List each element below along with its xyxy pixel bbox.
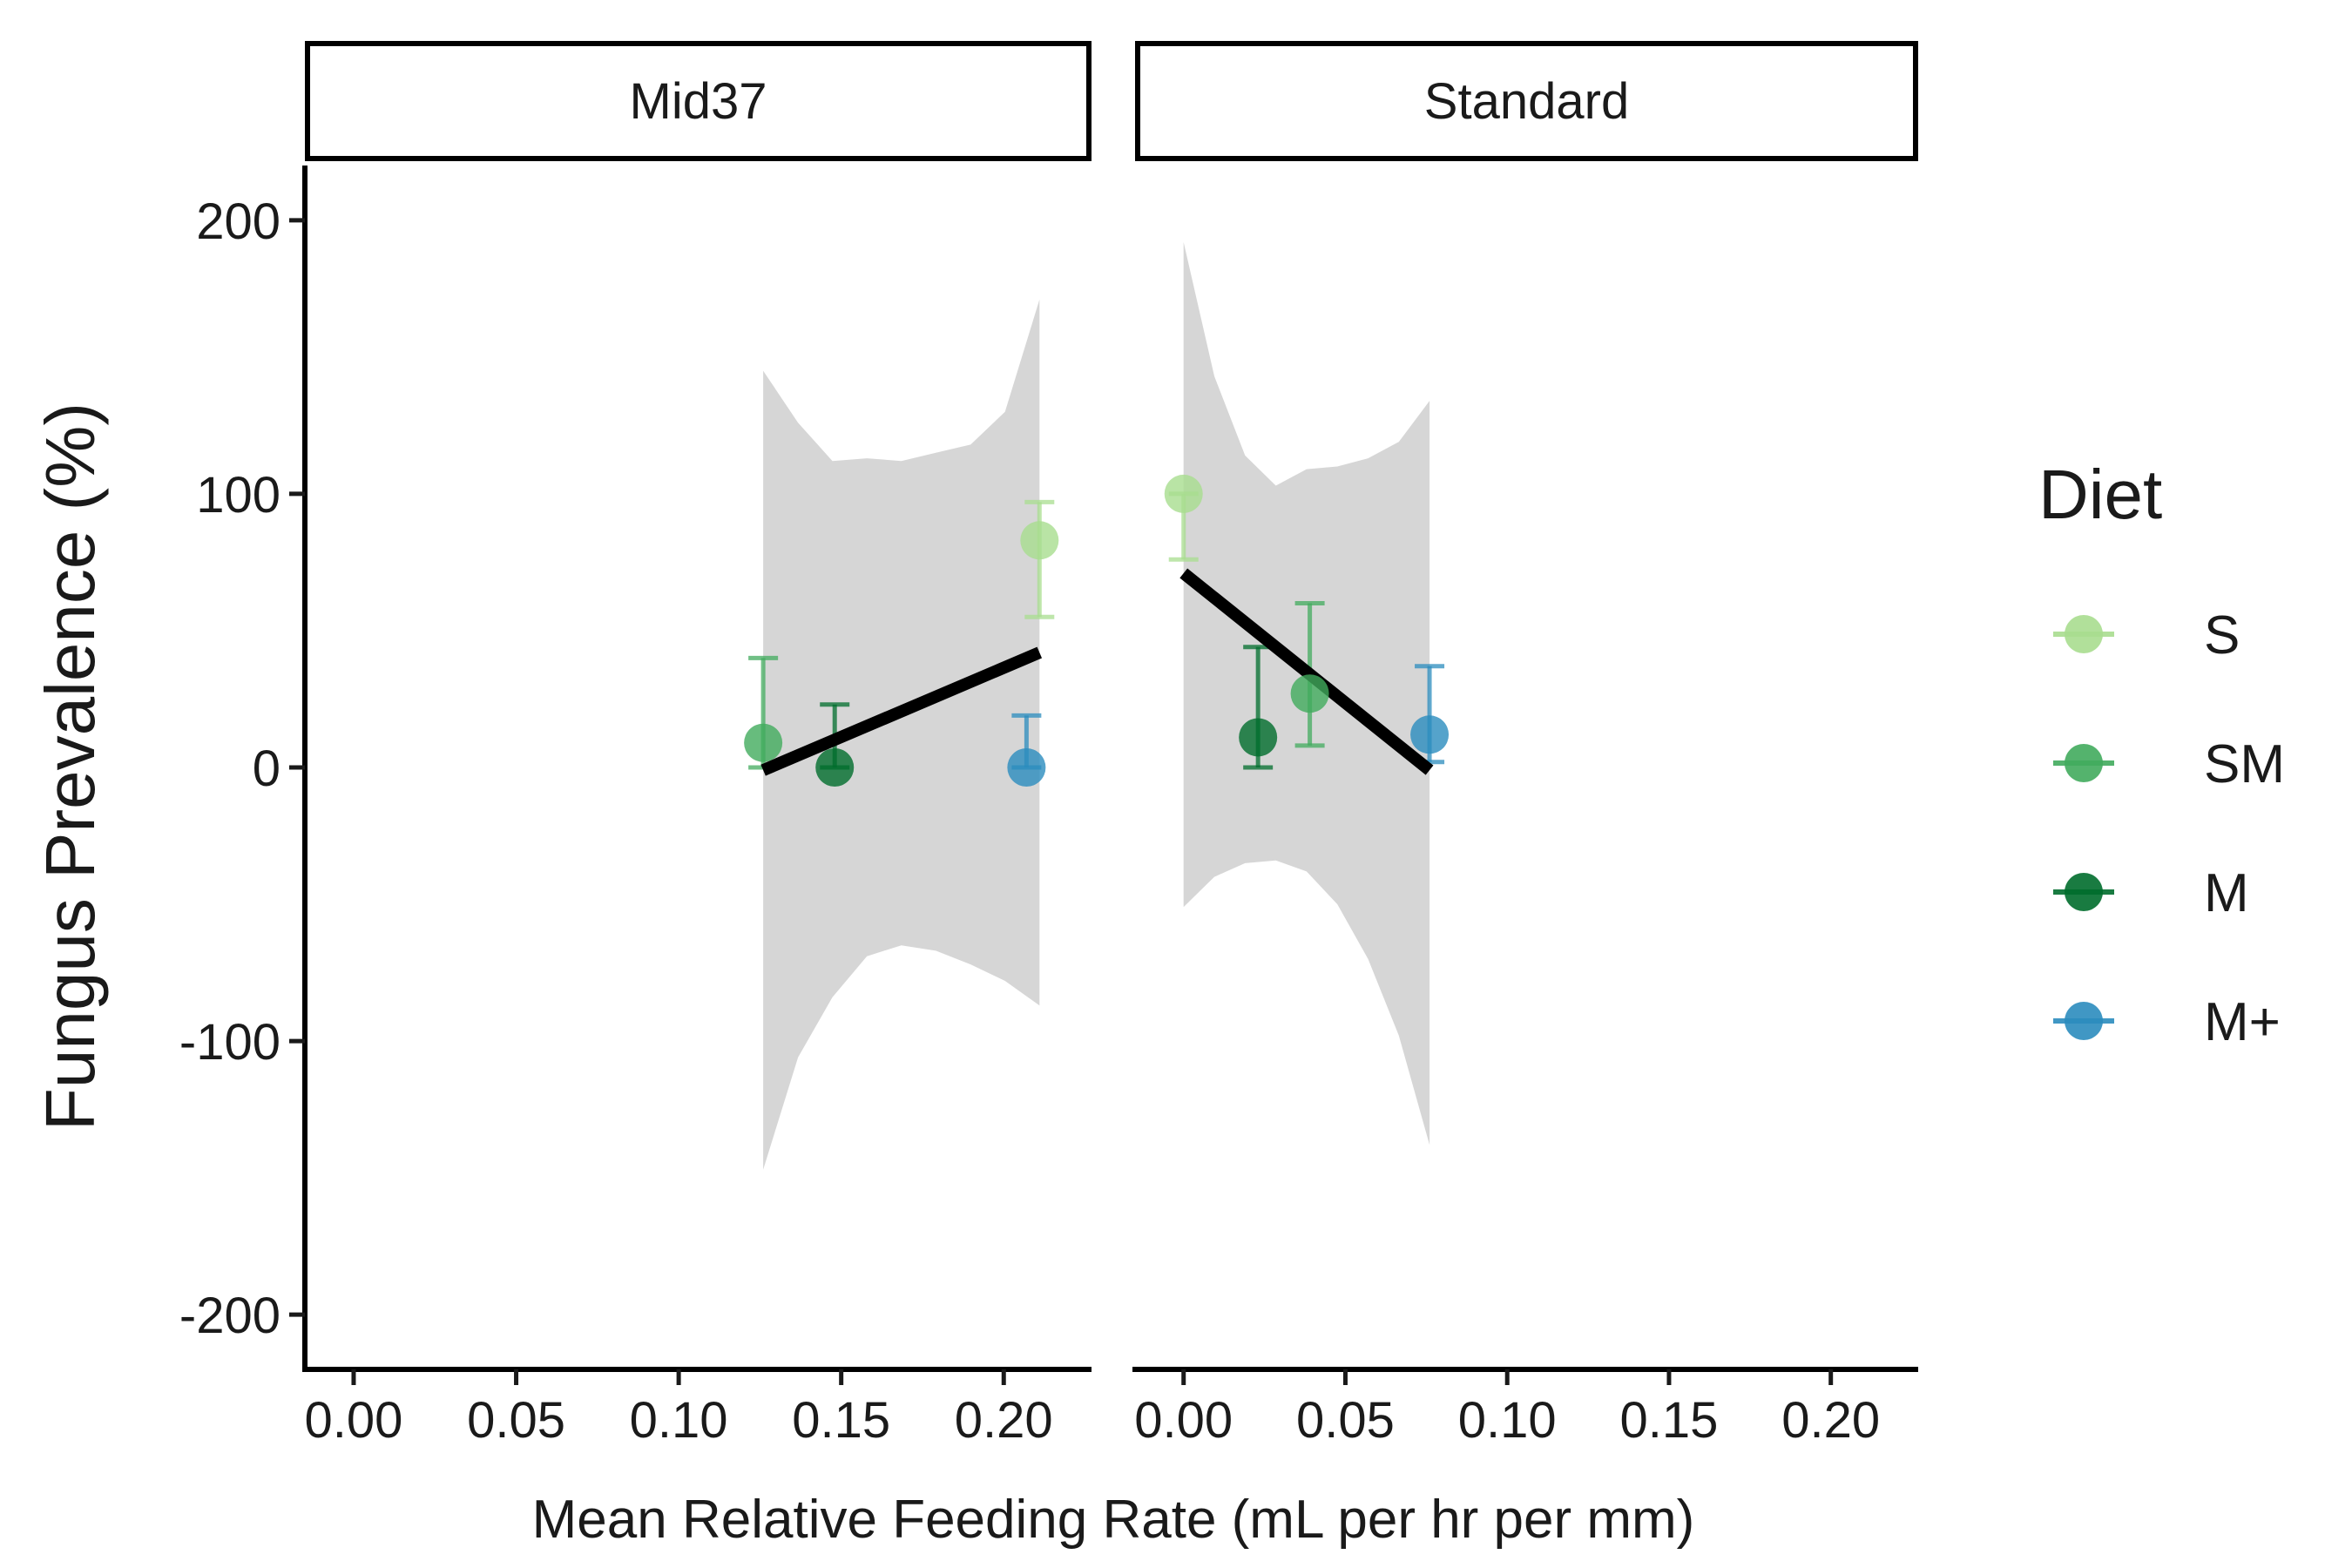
x-tick-label: 0.10 xyxy=(1458,1392,1557,1449)
data-point-m xyxy=(1239,718,1278,757)
confidence-ribbon xyxy=(763,299,1040,1170)
panel-standard: Standard 0.00 0.05 0.10 0.15 0.20 xyxy=(1132,41,1918,1449)
legend-entries: S SM M M+ xyxy=(2053,605,2285,1052)
x-tick-label: 0.20 xyxy=(1781,1392,1880,1449)
legend: Diet S SM M M+ xyxy=(2038,456,2285,1052)
data-point-m xyxy=(815,748,855,787)
legend-item-sm: SM xyxy=(2053,734,2285,794)
legend-key-point xyxy=(2065,744,2103,782)
legend-title: Diet xyxy=(2038,456,2162,533)
y-axis-title: Fungus Prevalence (%) xyxy=(31,402,109,1131)
legend-key-point xyxy=(2065,615,2103,653)
legend-label: S xyxy=(2204,605,2240,666)
data-point-s xyxy=(1164,474,1203,513)
legend-label: M xyxy=(2204,863,2249,923)
strip-label: Standard xyxy=(1424,73,1629,130)
legend-item-m: M xyxy=(2053,863,2249,923)
x-tick-label: 0.05 xyxy=(1296,1392,1395,1449)
legend-label: M+ xyxy=(2204,992,2281,1052)
data-point-m+ xyxy=(1410,715,1450,754)
strip-box xyxy=(1135,41,1918,161)
data-point-s xyxy=(1020,521,1059,560)
x-tick-label: 0.20 xyxy=(955,1392,1053,1449)
data-point-sm xyxy=(1290,674,1329,713)
strip-label: Mid37 xyxy=(630,73,767,130)
legend-label: SM xyxy=(2204,734,2285,794)
x-tick-label: 0.05 xyxy=(467,1392,565,1449)
facet-panels: Mid37 200 100 0 -100 -200 0.00 0.05 0.10 0.15 0.20… xyxy=(179,41,1918,1449)
x-tick-label: 0.00 xyxy=(305,1392,403,1449)
panel-mid37: Mid37 200 100 0 -100 -200 0.00 0.05 0.10 0.15 0.20 xyxy=(179,41,1092,1449)
x-tick-label: 0.15 xyxy=(792,1392,890,1449)
y-tick-label: 200 xyxy=(196,193,280,250)
legend-item-s: S xyxy=(2053,605,2240,666)
y-tick-label: -100 xyxy=(179,1014,280,1071)
regression-line xyxy=(760,646,1043,776)
x-tick-label: 0.15 xyxy=(1620,1392,1719,1449)
data-point-m+ xyxy=(1007,748,1046,787)
legend-key-point xyxy=(2065,873,2103,911)
x-tick-label: 0.10 xyxy=(630,1392,728,1449)
regression-line xyxy=(1179,568,1434,775)
y-tick-label: 100 xyxy=(196,467,280,524)
legend-key-point xyxy=(2065,1002,2103,1040)
y-tick-label: -200 xyxy=(179,1288,280,1344)
x-tick-label: 0.00 xyxy=(1134,1392,1233,1449)
data-point-sm xyxy=(744,723,783,762)
strip-box xyxy=(305,41,1092,161)
y-tick-label: 0 xyxy=(253,740,280,797)
legend-item-m+: M+ xyxy=(2053,992,2281,1052)
x-axis-title: Mean Relative Feeding Rate (mL per hr pe… xyxy=(532,1490,1695,1550)
